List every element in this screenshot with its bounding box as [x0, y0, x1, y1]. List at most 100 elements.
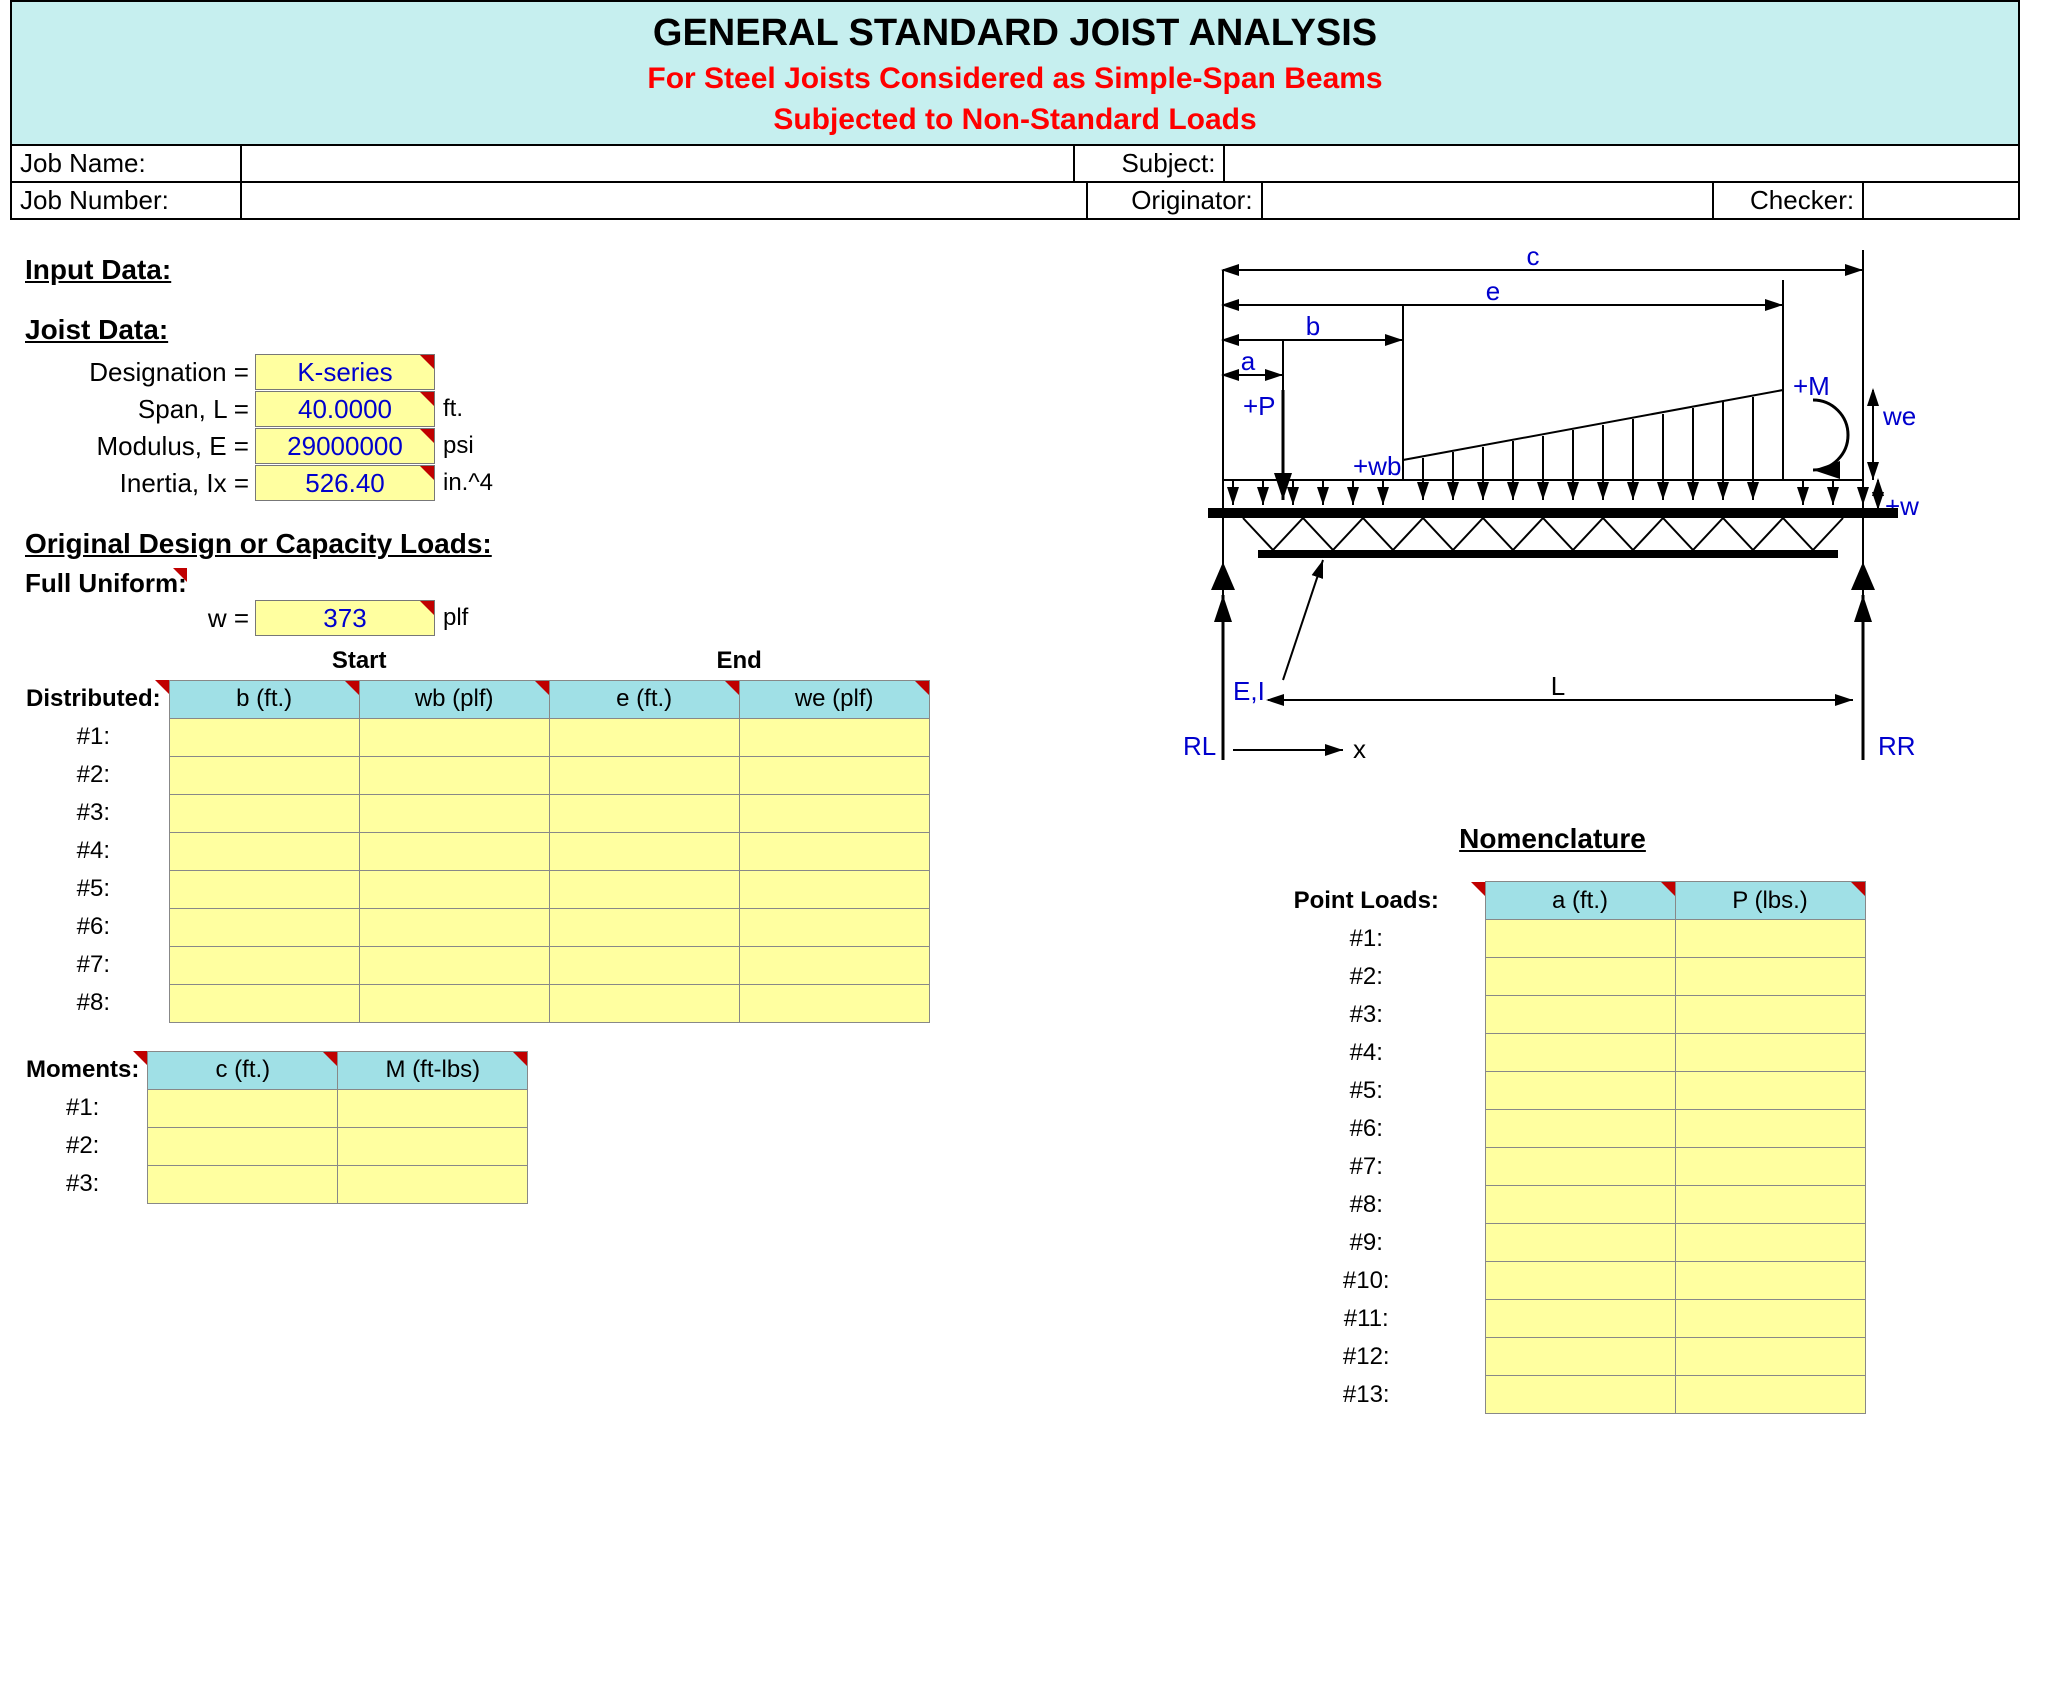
pl-cell[interactable]: [1485, 1300, 1675, 1338]
inertia-input[interactable]: 526.40: [255, 465, 435, 501]
dist-cell[interactable]: [739, 870, 929, 908]
w-input[interactable]: 373: [255, 600, 435, 636]
pl-cell[interactable]: [1675, 1300, 1865, 1338]
job-name-label: Job Name:: [12, 146, 242, 181]
title-main: GENERAL STANDARD JOIST ANALYSIS: [12, 8, 2018, 59]
designation-label: Designation =: [25, 357, 255, 388]
dist-cell[interactable]: [739, 946, 929, 984]
table-row-label: #6:: [1255, 1110, 1485, 1148]
dist-cell[interactable]: [359, 908, 549, 946]
pl-cell[interactable]: [1485, 1262, 1675, 1300]
job-name-value[interactable]: [242, 146, 1075, 181]
table-row-label: #7:: [25, 946, 169, 984]
dist-cell[interactable]: [549, 946, 739, 984]
dist-cell[interactable]: [739, 794, 929, 832]
pl-cell[interactable]: [1675, 1148, 1865, 1186]
svg-text:we: we: [1882, 401, 1916, 431]
dist-cell[interactable]: [549, 984, 739, 1022]
full-uniform-label: Full Uniform:: [25, 568, 187, 599]
originator-value[interactable]: [1263, 183, 1715, 218]
pl-cell[interactable]: [1485, 1224, 1675, 1262]
dist-cell[interactable]: [169, 794, 359, 832]
subject-value[interactable]: [1225, 146, 2018, 181]
mom-cell[interactable]: [338, 1127, 528, 1165]
mom-cell[interactable]: [338, 1089, 528, 1127]
pl-cell[interactable]: [1675, 1338, 1865, 1376]
dist-cell[interactable]: [359, 870, 549, 908]
modulus-input[interactable]: 29000000: [255, 428, 435, 464]
pl-cell[interactable]: [1485, 1110, 1675, 1148]
pl-cell[interactable]: [1675, 1072, 1865, 1110]
checker-label: Checker:: [1714, 183, 1864, 218]
pl-cell[interactable]: [1485, 996, 1675, 1034]
dist-cell[interactable]: [549, 794, 739, 832]
dist-cell[interactable]: [169, 908, 359, 946]
modulus-label: Modulus, E =: [25, 431, 255, 462]
span-label: Span, L =: [25, 394, 255, 425]
dist-cell[interactable]: [169, 984, 359, 1022]
dist-cell[interactable]: [549, 718, 739, 756]
dist-cell[interactable]: [739, 756, 929, 794]
pl-cell[interactable]: [1485, 958, 1675, 996]
pl-cell[interactable]: [1675, 1376, 1865, 1414]
dist-cell[interactable]: [739, 908, 929, 946]
pl-cell[interactable]: [1675, 996, 1865, 1034]
dist-cell[interactable]: [739, 984, 929, 1022]
dist-cell[interactable]: [169, 718, 359, 756]
table-row-label: #2:: [25, 756, 169, 794]
point-loads-table: Point Loads: a (ft.) P (lbs.) #1:#2:#3:#…: [1255, 881, 1866, 1414]
pl-cell[interactable]: [1675, 1224, 1865, 1262]
pl-cell[interactable]: [1675, 920, 1865, 958]
dist-cell[interactable]: [549, 908, 739, 946]
inertia-unit: in.^4: [435, 469, 493, 497]
dist-cell[interactable]: [359, 756, 549, 794]
span-unit: ft.: [435, 395, 463, 423]
pl-col-a: a (ft.): [1485, 882, 1675, 920]
pl-cell[interactable]: [1675, 1034, 1865, 1072]
span-input[interactable]: 40.0000: [255, 391, 435, 427]
dist-cell[interactable]: [739, 718, 929, 756]
dist-cell[interactable]: [169, 756, 359, 794]
pl-cell[interactable]: [1485, 1034, 1675, 1072]
pl-cell[interactable]: [1485, 1072, 1675, 1110]
pl-cell[interactable]: [1675, 1186, 1865, 1224]
modulus-unit: psi: [435, 432, 474, 460]
pl-cell[interactable]: [1485, 1376, 1675, 1414]
dist-cell[interactable]: [549, 870, 739, 908]
dist-cell[interactable]: [359, 946, 549, 984]
job-number-value[interactable]: [242, 183, 1088, 218]
nomenclature-diagram: c e b a +P +wb: [1095, 250, 2010, 855]
pl-cell[interactable]: [1675, 1110, 1865, 1148]
dist-cell[interactable]: [169, 832, 359, 870]
job-row-2: Job Number: Originator: Checker:: [10, 183, 2020, 220]
table-row-label: #7:: [1255, 1148, 1485, 1186]
svg-text:+P: +P: [1243, 391, 1276, 421]
dist-cell[interactable]: [359, 794, 549, 832]
dist-cell[interactable]: [359, 718, 549, 756]
dist-cell[interactable]: [359, 832, 549, 870]
pl-cell[interactable]: [1485, 1338, 1675, 1376]
title-block: GENERAL STANDARD JOIST ANALYSIS For Stee…: [10, 0, 2020, 146]
pl-cell[interactable]: [1485, 1148, 1675, 1186]
table-row-label: #1:: [1255, 920, 1485, 958]
point-loads-title: Point Loads:: [1255, 882, 1485, 920]
pl-cell[interactable]: [1675, 958, 1865, 996]
mom-cell[interactable]: [148, 1127, 338, 1165]
mom-cell[interactable]: [148, 1089, 338, 1127]
dist-cell[interactable]: [739, 832, 929, 870]
pl-cell[interactable]: [1675, 1262, 1865, 1300]
table-row-label: #4:: [1255, 1034, 1485, 1072]
dist-cell[interactable]: [169, 946, 359, 984]
pl-cell[interactable]: [1485, 1186, 1675, 1224]
checker-value[interactable]: [1864, 183, 2018, 218]
designation-input[interactable]: K-series: [255, 354, 435, 390]
mom-cell[interactable]: [338, 1165, 528, 1203]
dist-cell[interactable]: [359, 984, 549, 1022]
input-data-header: Input Data:: [25, 254, 1035, 286]
dist-cell[interactable]: [169, 870, 359, 908]
mom-cell[interactable]: [148, 1165, 338, 1203]
svg-text:e: e: [1485, 276, 1499, 306]
dist-cell[interactable]: [549, 756, 739, 794]
pl-cell[interactable]: [1485, 920, 1675, 958]
dist-cell[interactable]: [549, 832, 739, 870]
